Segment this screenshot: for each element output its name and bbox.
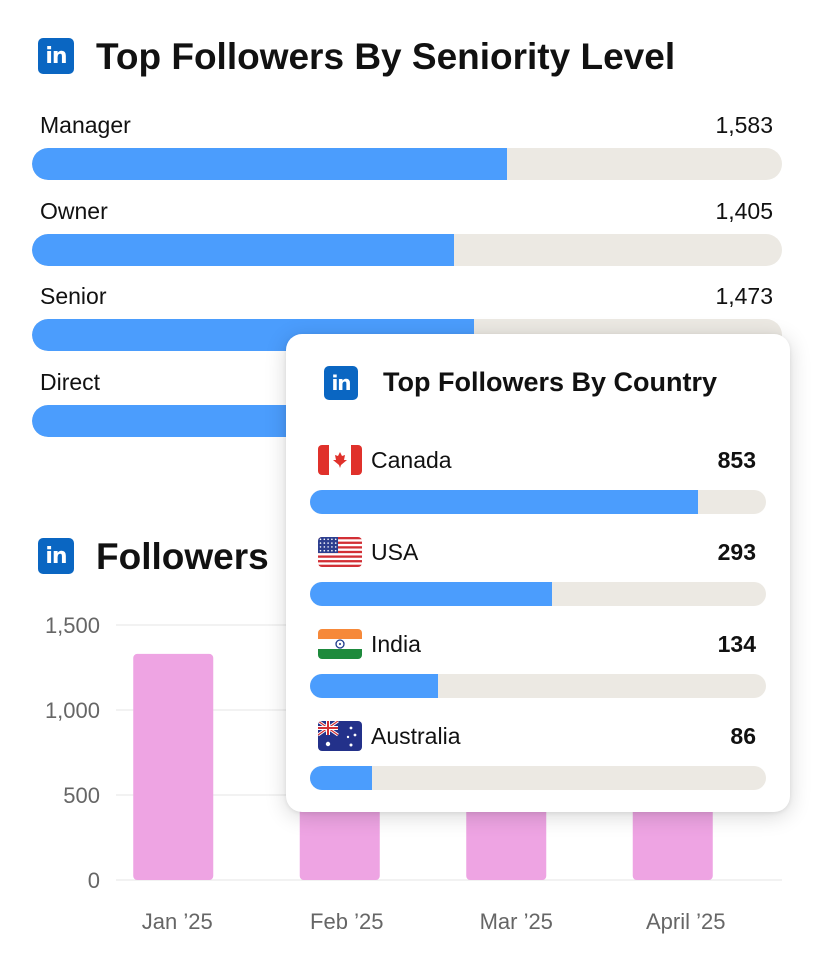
linkedin-logo-icon: in (38, 538, 74, 574)
chart-bar (133, 653, 214, 880)
country-label-india: India (371, 631, 421, 657)
country-card: in Top Followers By Country Canada 853 USA… (286, 334, 790, 812)
followers-title: Followers (96, 536, 269, 577)
seniority-label-manager: Manager (40, 112, 131, 138)
x-tick-label: April ’25 (646, 909, 725, 934)
seniority-title: Top Followers By Seniority Level (96, 36, 676, 77)
country-title: Top Followers By Country (383, 367, 718, 397)
seniority-bar-fill (32, 233, 454, 266)
x-tick-label: Jan ’25 (142, 909, 213, 934)
country-bar-track (310, 766, 766, 790)
y-tick-label: 0 (88, 868, 100, 893)
usa-flag-icon (318, 537, 362, 567)
seniority-value-senior: 1,473 (715, 283, 773, 309)
seniority-bar-track (32, 148, 782, 180)
canada-flag-icon (318, 445, 362, 475)
seniority-bar-fill (32, 148, 507, 180)
linkedin-logo-icon: in (38, 38, 74, 74)
seniority-bar-track (32, 233, 782, 266)
y-tick-label: 1,000 (45, 698, 100, 723)
linkedin-logo-icon: in (324, 366, 358, 400)
country-bar-fill (310, 582, 552, 606)
country-value-india: 134 (717, 631, 756, 657)
x-tick-label: Mar ’25 (480, 909, 553, 934)
chart-bar (632, 803, 713, 880)
india-flag-icon (318, 629, 362, 659)
y-tick-label: 500 (63, 783, 100, 808)
country-label-usa: USA (371, 539, 419, 565)
seniority-label-direct: Direct (40, 368, 101, 395)
country-bar-track (310, 582, 766, 606)
country-label-australia: Australia (371, 723, 461, 749)
chart-bar (299, 803, 380, 880)
chart-bar (466, 803, 547, 880)
country-bar-fill (310, 674, 438, 698)
seniority-value-manager: 1,583 (715, 112, 773, 138)
followers-bar-chart: 0 500 1,000 1,500 Jan ’25 Feb ’25 Mar ’25 April… (45, 613, 782, 934)
country-bar-track (310, 490, 766, 514)
australia-flag-icon (318, 721, 362, 751)
seniority-label-owner: Owner (40, 197, 108, 224)
country-value-canada: 853 (717, 447, 756, 473)
country-bar-fill (310, 490, 698, 514)
y-tick-label: 1,500 (45, 613, 100, 638)
country-bar-fill (310, 766, 372, 790)
seniority-label-senior: Senior (40, 283, 107, 309)
country-value-australia: 86 (730, 723, 756, 749)
x-tick-label: Feb ’25 (310, 909, 383, 934)
country-label-canada: Canada (371, 447, 452, 473)
seniority-value-owner: 1,405 (715, 197, 773, 224)
country-value-usa: 293 (717, 539, 756, 565)
country-bar-track (310, 674, 766, 698)
